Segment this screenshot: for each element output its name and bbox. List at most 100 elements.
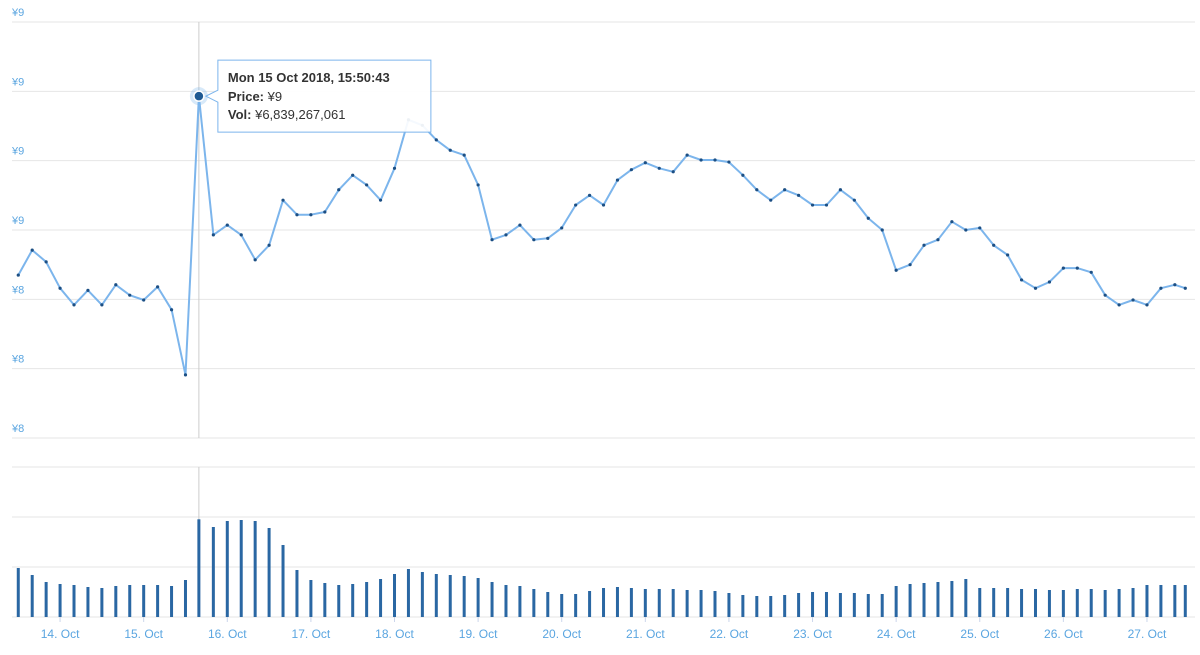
x-tick-label: 25. Oct — [960, 627, 999, 641]
price-line — [17, 95, 1186, 376]
volume-bar — [253, 521, 257, 617]
x-tick-label: 17. Oct — [292, 627, 331, 641]
x-tick-label: 21. Oct — [626, 627, 665, 641]
volume-bar — [1061, 590, 1065, 617]
price-point — [1019, 278, 1024, 282]
tooltip: Mon 15 Oct 2018, 15:50:43 Price: ¥9 Vol: ¥… — [189, 59, 432, 133]
price-point — [16, 273, 20, 277]
volume-bar — [1020, 589, 1024, 617]
price-point — [1006, 253, 1010, 257]
volume-bar — [1047, 590, 1051, 617]
volume-bar — [866, 594, 870, 617]
x-tick-label: 22. Oct — [710, 627, 749, 641]
tooltip-vol-value: ¥6,839,267,061 — [254, 107, 345, 122]
volume-bar — [755, 596, 759, 617]
price-point — [797, 193, 801, 197]
volume-bar — [462, 576, 466, 617]
volume-bar — [615, 587, 619, 617]
price-point — [30, 248, 34, 252]
price-point — [880, 228, 884, 232]
volume-bar — [393, 574, 397, 617]
price-point — [253, 258, 257, 262]
volume-bar — [1075, 589, 1079, 617]
price-point — [142, 298, 146, 302]
y-tick-label: ¥8 — [11, 354, 24, 366]
volume-bar — [225, 521, 229, 617]
volume-bar — [1006, 588, 1010, 617]
volume-bar — [852, 593, 856, 617]
price-point — [1145, 303, 1149, 307]
volume-bar — [281, 545, 285, 617]
tooltip-box — [204, 59, 432, 133]
tooltip-vol: Vol: ¥6,839,267,061 — [228, 107, 346, 122]
volume-bar — [379, 579, 383, 617]
volume-bar — [532, 589, 536, 617]
volume-bar — [783, 595, 787, 617]
price-point — [713, 158, 717, 162]
price-point — [476, 183, 480, 187]
y-tick-label: ¥8 — [11, 423, 24, 435]
y-tick-label: ¥8 — [11, 284, 24, 296]
price-point — [490, 238, 494, 242]
tooltip-price-value: ¥9 — [267, 89, 282, 104]
volume-bar — [44, 582, 48, 617]
x-tick-label: 14. Oct — [41, 627, 80, 641]
volume-bar — [1173, 585, 1177, 617]
price-point — [58, 286, 62, 290]
volume-bar — [811, 592, 815, 617]
volume-bar — [295, 570, 299, 617]
volume-bar — [560, 594, 564, 617]
tooltip-date: Mon 15 Oct 2018, 15:50:43 — [228, 70, 390, 85]
x-tick-label: 23. Oct — [793, 627, 832, 641]
price-point — [365, 183, 369, 187]
x-tick-label: 27. Oct — [1128, 627, 1167, 641]
volume-bar — [1089, 589, 1093, 617]
price-point — [392, 166, 397, 170]
price-point — [1173, 283, 1177, 287]
volume-bar — [267, 528, 271, 617]
price-point — [169, 308, 174, 312]
volume-bar — [323, 583, 327, 617]
price-point — [657, 166, 661, 170]
price-point — [462, 153, 466, 157]
price-point — [532, 238, 536, 242]
volume-bar — [434, 574, 438, 617]
volume-bar — [197, 519, 201, 617]
volume-bar — [58, 584, 62, 617]
volume-bar — [100, 588, 104, 617]
x-tick-label: 19. Oct — [459, 627, 498, 641]
volume-bar — [351, 584, 355, 617]
tooltip-price-label: Price: — [228, 89, 264, 104]
price-point — [936, 238, 940, 242]
price-point — [225, 223, 229, 227]
price-point — [128, 293, 132, 297]
x-tick-label: 18. Oct — [375, 627, 414, 641]
volume-bar — [546, 592, 550, 617]
y-tick-label: ¥9 — [11, 146, 24, 158]
price-point — [615, 178, 620, 182]
volume-bar — [699, 590, 703, 617]
price-point — [699, 158, 703, 162]
volume-bar — [713, 591, 717, 617]
price-point — [727, 160, 731, 164]
volume-bar — [769, 596, 773, 617]
volume-bar — [978, 588, 982, 617]
volume-bar — [922, 583, 926, 617]
price-point — [1033, 286, 1038, 290]
price-point — [337, 188, 341, 192]
volume-bar — [602, 588, 606, 617]
y-tick-label: ¥9 — [11, 7, 24, 19]
volume-bar — [992, 588, 996, 617]
price-point — [211, 233, 215, 237]
volume-bar — [629, 588, 633, 617]
price-point — [86, 288, 90, 292]
tooltip-price: Price: ¥9 — [228, 89, 282, 104]
price-point — [295, 213, 299, 217]
price-point — [267, 243, 271, 247]
tooltip-vol-label: Vol: — [228, 107, 252, 122]
volume-bar — [1183, 585, 1187, 617]
volume-bar — [170, 586, 174, 617]
volume-bar — [1159, 585, 1163, 617]
volume-bar — [838, 593, 842, 617]
